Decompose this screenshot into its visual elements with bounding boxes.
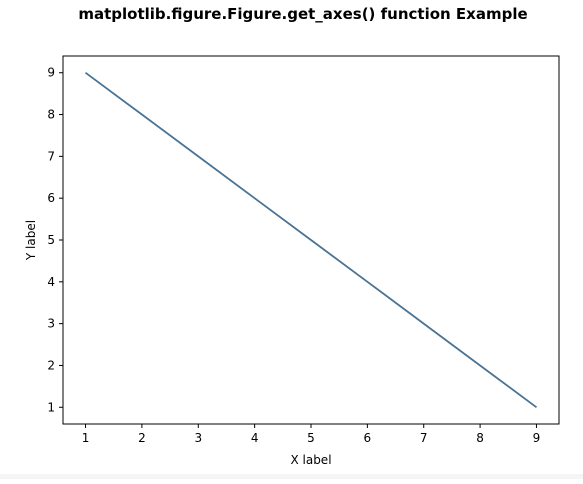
series-layer	[84, 71, 538, 409]
y-axis: 1 2 3 4 5 6 7 8 9	[47, 66, 63, 414]
chart-title: matplotlib.figure.Figure.get_axes() func…	[78, 5, 527, 23]
series-line	[84, 71, 538, 409]
x-tick-label: 7	[420, 431, 428, 445]
x-tick-label: 2	[138, 431, 146, 445]
y-tick-label: 1	[47, 400, 55, 414]
x-tick-label: 9	[533, 431, 541, 445]
y-tick-label: 8	[47, 108, 55, 122]
y-tick-label: 7	[47, 149, 55, 163]
x-axis-label: X label	[290, 453, 331, 467]
x-tick-label: 8	[476, 431, 484, 445]
y-tick-label: 3	[47, 317, 55, 331]
y-tick-label: 4	[47, 275, 55, 289]
y-tick-label: 9	[47, 66, 55, 80]
y-tick-label: 2	[47, 358, 55, 372]
y-axis-label: Y label	[24, 220, 38, 261]
x-tick-label: 3	[194, 431, 202, 445]
y-tick-label: 6	[47, 191, 55, 205]
x-tick-label: 4	[251, 431, 259, 445]
x-tick-label: 1	[82, 431, 90, 445]
footer-strip	[0, 474, 583, 479]
x-tick-label: 6	[364, 431, 372, 445]
x-axis: 1 2 3 4 5 6 7 8 9	[82, 424, 541, 445]
y-tick-label: 5	[47, 233, 55, 247]
x-tick-label: 5	[307, 431, 315, 445]
